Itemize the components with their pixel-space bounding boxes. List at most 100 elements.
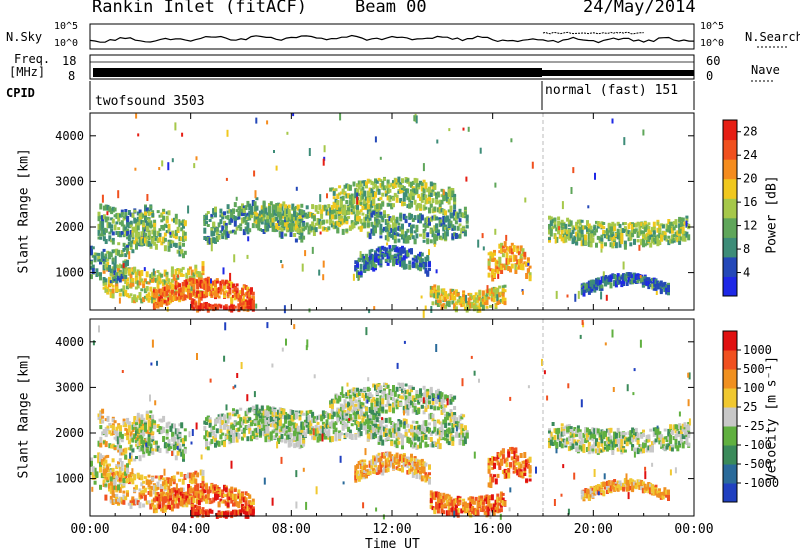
power-echo-cell xyxy=(97,236,101,240)
power-echo-cell xyxy=(287,213,291,219)
power-echo-cell xyxy=(235,283,239,287)
velocity-echo-cell xyxy=(224,420,228,424)
power-echo-cell xyxy=(456,234,460,238)
velocity-echo-cell xyxy=(268,406,271,412)
power-echo-cell xyxy=(618,277,622,281)
power-echo-cell xyxy=(643,243,647,247)
power-echo-cell xyxy=(483,300,487,306)
power-echo-cell xyxy=(153,219,157,226)
power-echo-cell xyxy=(154,237,158,241)
power-echo-cell xyxy=(419,266,422,272)
velocity-echo-cell xyxy=(173,423,176,429)
power-echo-cell xyxy=(404,231,408,238)
power-echo-cell xyxy=(558,234,562,239)
power-echo-cell xyxy=(108,288,111,292)
power-echo-cell xyxy=(454,292,458,297)
velocity-echo-cell xyxy=(111,489,115,495)
power-echo-cell xyxy=(435,192,439,198)
velocity-echo-cell xyxy=(226,502,230,508)
power-echo-cell xyxy=(325,219,329,224)
power-echo-cell xyxy=(401,257,404,264)
freq-tick-top: 18 xyxy=(62,54,77,68)
power-echo-cell xyxy=(149,212,153,215)
power-echo-cell xyxy=(625,279,629,283)
power-noise-cell xyxy=(235,196,238,201)
power-echo-cell xyxy=(147,297,151,303)
power-echo-cell xyxy=(282,210,286,217)
velocity-echo-cell xyxy=(219,424,223,430)
power-echo-cell xyxy=(586,287,590,292)
power-echo-cell xyxy=(228,221,232,225)
power-echo-cell xyxy=(233,292,237,297)
velocity-echo-cell xyxy=(210,509,214,514)
power-echo-cell xyxy=(248,288,252,292)
power-echo-cell xyxy=(503,289,507,293)
power-echo-cell xyxy=(206,288,210,292)
power-echo-cell xyxy=(302,210,306,215)
power-echo-cell xyxy=(181,273,185,277)
power-noise-cell xyxy=(496,294,499,302)
velocity-echo-cell xyxy=(156,486,160,490)
power-echo-cell xyxy=(251,211,255,215)
power-echo-cell xyxy=(320,221,324,226)
power-echo-cell xyxy=(140,231,144,237)
power-echo-cell xyxy=(361,225,365,229)
power-noise-cell xyxy=(187,205,190,214)
power-echo-cell xyxy=(118,271,122,276)
power-noise-cell xyxy=(152,268,155,276)
power-echo-cell xyxy=(232,294,235,298)
power-echo-cell xyxy=(356,204,359,210)
power-echo-cell xyxy=(363,265,367,270)
power-echo-cell xyxy=(110,217,114,221)
power-echo-cell xyxy=(144,237,147,244)
power-echo-cell xyxy=(670,227,674,234)
power-echo-cell xyxy=(431,301,435,306)
power-echo-cell xyxy=(665,238,669,242)
power-echo-cell xyxy=(458,301,462,306)
power-echo-cell xyxy=(370,210,374,214)
power-echo-cell xyxy=(312,230,316,236)
velocity-echo-cell xyxy=(214,492,217,496)
power-echo-cell xyxy=(183,231,187,236)
velocity-echo-cell xyxy=(294,442,298,448)
power-echo-cell xyxy=(361,212,365,216)
velocity-echo-cell xyxy=(122,418,126,423)
power-echo-cell xyxy=(595,284,599,287)
power-echo-cell xyxy=(447,301,451,308)
velocity-echo-cell xyxy=(111,418,115,423)
power-echo-cell xyxy=(440,237,444,241)
velocity-echo-cell xyxy=(151,476,155,481)
power-echo-cell xyxy=(417,183,421,188)
power-echo-cell xyxy=(415,204,419,211)
power-echo-cell xyxy=(422,223,426,228)
velocity-echo-cell xyxy=(226,512,230,518)
power-echo-cell xyxy=(280,206,284,211)
power-echo-cell xyxy=(642,238,645,242)
velocity-echo-cell xyxy=(160,426,164,432)
power-echo-cell xyxy=(275,209,279,214)
power-echo-cell xyxy=(613,236,617,240)
power-echo-cell xyxy=(327,226,331,231)
power-echo-cell xyxy=(97,211,101,217)
power-echo-cell xyxy=(643,279,647,285)
power-echo-cell xyxy=(383,213,386,218)
power-echo-cell xyxy=(384,235,388,241)
power-echo-cell xyxy=(620,228,624,232)
velocity-echo-cell xyxy=(174,455,178,461)
power-echo-cell xyxy=(652,234,656,238)
power-echo-cell xyxy=(354,265,358,272)
power-echo-cell xyxy=(106,261,110,267)
velocity-echo-cell xyxy=(251,501,255,505)
power-echo-cell xyxy=(366,231,370,238)
power-echo-cell xyxy=(498,250,502,254)
velocity-echo-cell xyxy=(268,432,271,437)
power-colorbar-tick-label: 8 xyxy=(743,242,750,256)
freq-panel-frame xyxy=(89,54,695,80)
power-echo-cell xyxy=(578,228,582,232)
power-colorbar-segment xyxy=(723,198,737,219)
power-echo-cell xyxy=(197,299,201,306)
power-echo-cell xyxy=(135,232,138,238)
velocity-echo-cell xyxy=(264,436,268,443)
velocity-echo-cell xyxy=(167,489,171,494)
velocity-echo-cell xyxy=(271,419,275,423)
